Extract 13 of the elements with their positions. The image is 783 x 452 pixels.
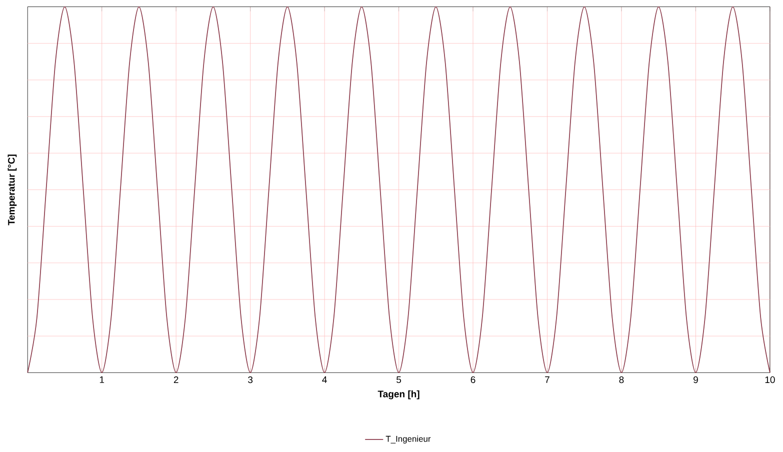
x-tick-label: 6 xyxy=(470,376,476,384)
x-tick-label: 7 xyxy=(545,376,550,384)
x-tick-label: 3 xyxy=(248,376,253,384)
x-tick-label: 10 xyxy=(765,376,775,384)
legend-label: T_Ingenieur xyxy=(386,436,431,444)
x-tick-label: 1 xyxy=(100,376,104,384)
y-axis-title: Temperatur [°C] xyxy=(8,154,17,226)
x-tick-label: 2 xyxy=(174,376,178,384)
x-tick-label: 8 xyxy=(619,376,624,384)
x-tick-label: 4 xyxy=(322,376,327,384)
x-tick-label: 5 xyxy=(396,376,402,384)
x-tick-label: 9 xyxy=(694,376,698,384)
x-axis-title: Tagen [h] xyxy=(378,390,420,400)
